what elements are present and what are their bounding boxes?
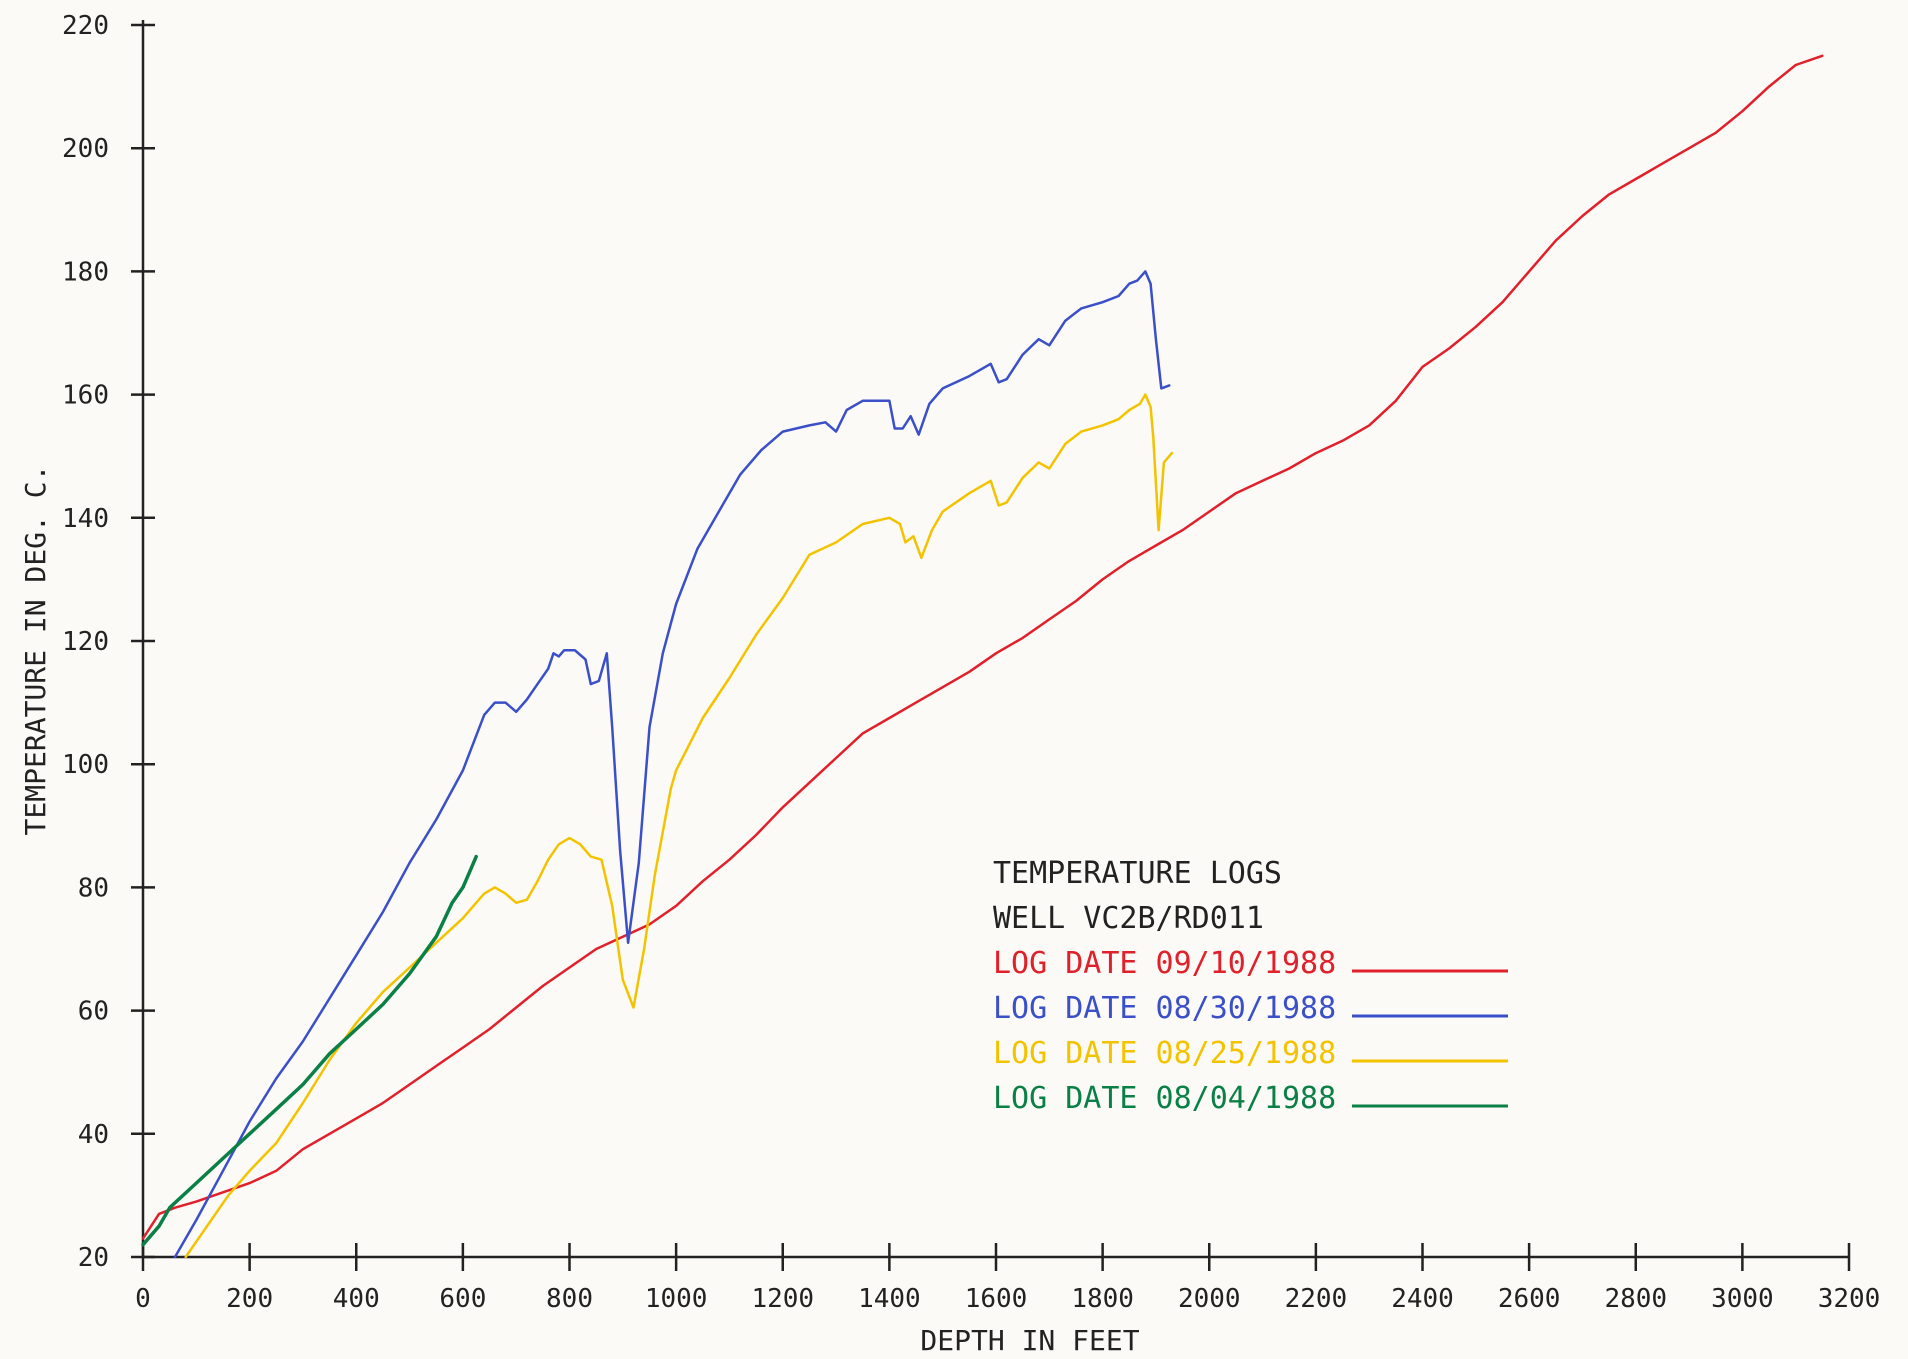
- x-tick-label: 800: [546, 1284, 593, 1314]
- x-tick-label: 600: [439, 1284, 486, 1314]
- x-tick-label: 200: [226, 1284, 273, 1314]
- y-tick-label: 80: [78, 873, 109, 903]
- y-tick-label: 40: [78, 1120, 109, 1150]
- x-tick-label: 1400: [858, 1284, 921, 1314]
- series-layer: [141, 54, 1824, 1259]
- x-tick-label: 1000: [645, 1284, 708, 1314]
- y-tick-label: 140: [62, 504, 109, 534]
- series-line-1: [141, 54, 1824, 1240]
- series-line-2: [173, 270, 1171, 1259]
- legend-entry-label: LOG DATE 09/10/1988: [993, 946, 1336, 981]
- x-tick-label: 2800: [1604, 1284, 1667, 1314]
- y-axis-title: TEMPERATURE IN DEG. C.: [19, 465, 52, 836]
- y-tick-label: 20: [78, 1243, 109, 1273]
- x-axis-title: DEPTH IN FEET: [920, 1324, 1139, 1357]
- x-tick-label: 0: [135, 1284, 151, 1314]
- y-tick-label: 180: [62, 257, 109, 287]
- x-tick-label: 1600: [965, 1284, 1028, 1314]
- legend-entry-label: LOG DATE 08/04/1988: [993, 1081, 1336, 1116]
- x-tick-label: 400: [333, 1284, 380, 1314]
- y-tick-label: 60: [78, 997, 109, 1027]
- x-tick-label: 1200: [751, 1284, 814, 1314]
- x-tick-label: 2400: [1391, 1284, 1454, 1314]
- legend-title-line-2: WELL VC2B/RD011: [993, 901, 1264, 936]
- y-tick-label: 100: [62, 750, 109, 780]
- legend-entry-label: LOG DATE 08/30/1988: [993, 991, 1336, 1026]
- y-tick-label: 220: [62, 11, 109, 41]
- series-line-4: [141, 854, 478, 1247]
- x-tick-label: 2200: [1285, 1284, 1348, 1314]
- series-line-3: [184, 393, 1174, 1259]
- x-tick-label: 2600: [1498, 1284, 1561, 1314]
- x-tick-label: 3200: [1818, 1284, 1881, 1314]
- legend-entry-label: LOG DATE 08/25/1988: [993, 1036, 1336, 1071]
- legend: TEMPERATURE LOGS WELL VC2B/RD011 LOG DAT…: [993, 856, 1508, 1116]
- legend-title-line-1: TEMPERATURE LOGS: [993, 856, 1282, 891]
- x-tick-label: 1800: [1071, 1284, 1134, 1314]
- x-tick-label: 2000: [1178, 1284, 1241, 1314]
- y-tick-label: 200: [62, 134, 109, 164]
- x-tick-label: 3000: [1711, 1284, 1774, 1314]
- y-tick-label: 160: [62, 381, 109, 411]
- y-tick-label: 120: [62, 627, 109, 657]
